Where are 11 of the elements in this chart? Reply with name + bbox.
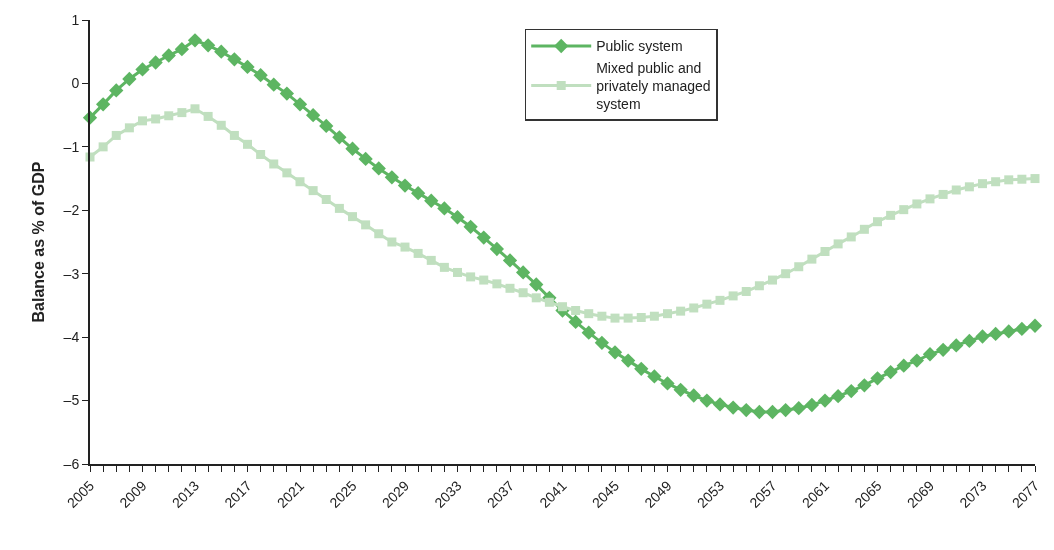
legend-label: Public system [596, 38, 683, 55]
y-tick-label: –4 [63, 329, 80, 346]
legend-label: Mixed public and privately managed system [596, 59, 711, 113]
y-tick-label: –2 [63, 202, 80, 219]
y-axis-title: Balance as % of GDP [30, 161, 48, 323]
y-tick-label: –6 [63, 455, 80, 472]
y-tick-label: 1 [71, 11, 80, 28]
y-tick-label: –5 [63, 392, 80, 409]
y-tick-label: 0 [71, 75, 80, 92]
y-tick-label: –3 [63, 265, 80, 282]
y-tick-label: –1 [63, 138, 80, 155]
